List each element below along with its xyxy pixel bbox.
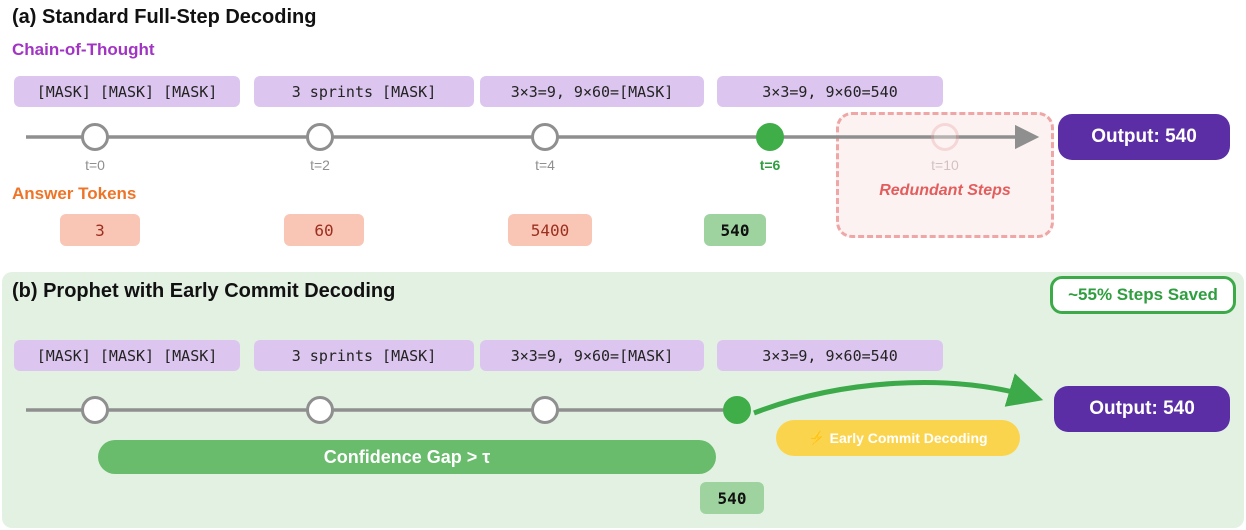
timeline-node-t0 [81, 123, 109, 151]
answer-token-3: 5400 [508, 214, 592, 246]
early-commit-pill-label: Early Commit Decoding [829, 430, 988, 446]
chain-of-thought-label: Chain-of-Thought [12, 40, 155, 59]
output-box-a: Output: 540 [1058, 114, 1230, 160]
timeline-b-node-2 [306, 396, 334, 424]
timeline-b-node-1 [81, 396, 109, 424]
answer-token-4-correct: 540 [704, 214, 766, 246]
t0-label: t=0 [85, 157, 105, 173]
cot-box-3: 3×3=9, 9×60=[MASK] [480, 76, 704, 107]
cot-box-1: [MASK] [MASK] [MASK] [14, 76, 240, 107]
timeline-node-t6-done [756, 123, 784, 151]
panel-b-title: (b) Prophet with Early Commit Decoding [12, 280, 396, 302]
t10-label: t=10 [931, 157, 959, 173]
redundant-steps-label: Redundant Steps [879, 182, 1011, 199]
cot-box-4: 3×3=9, 9×60=540 [717, 76, 943, 107]
timeline-b-node-3 [531, 396, 559, 424]
answer-token-2: 60 [284, 214, 364, 246]
answer-token-1: 3 [60, 214, 140, 246]
lightning-icon: ⚡ [808, 430, 825, 445]
cot-box-b4: 3×3=9, 9×60=540 [717, 340, 943, 371]
output-box-b: Output: 540 [1054, 386, 1230, 432]
cot-box-b3: 3×3=9, 9×60=[MASK] [480, 340, 704, 371]
cot-box-b1: [MASK] [MASK] [MASK] [14, 340, 240, 371]
answer-token-b-correct: 540 [700, 482, 764, 514]
early-commit-pill: ⚡ Early Commit Decoding [776, 420, 1020, 456]
answer-tokens-label: Answer Tokens [12, 184, 137, 203]
timeline-node-t4 [531, 123, 559, 151]
t6-label: t=6 [759, 157, 781, 173]
t2-label: t=2 [310, 157, 330, 173]
timeline-b-node-commit [723, 396, 751, 424]
timeline-node-t10-redundant [931, 123, 959, 151]
cot-box-2: 3 sprints [MASK] [254, 76, 474, 107]
confidence-gap-pill: Confidence Gap > τ [98, 440, 716, 474]
panel-a-title: (a) Standard Full-Step Decoding [12, 6, 317, 28]
t4-label: t=4 [535, 157, 555, 173]
steps-saved-badge: ~55% Steps Saved [1050, 276, 1236, 314]
cot-box-b2: 3 sprints [MASK] [254, 340, 474, 371]
timeline-node-t2 [306, 123, 334, 151]
